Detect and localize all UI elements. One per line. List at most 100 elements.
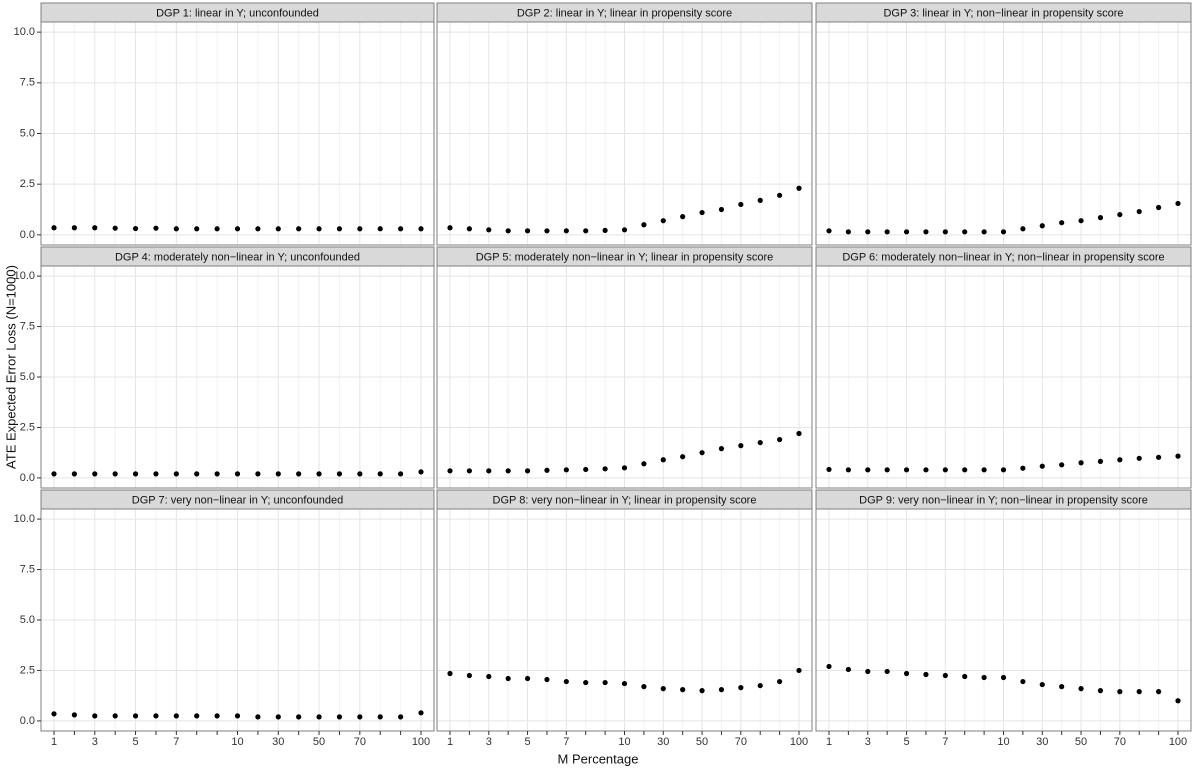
y-tick-label: 0.0 xyxy=(20,472,35,484)
x-tick-label: 1 xyxy=(51,736,57,748)
point xyxy=(923,671,929,678)
point xyxy=(923,229,929,235)
point xyxy=(153,713,159,719)
x-tick-label: 3 xyxy=(92,736,98,748)
x-axis-title: M Percentage xyxy=(558,751,639,766)
x-tick-label: 3 xyxy=(865,736,871,748)
point xyxy=(1020,226,1026,232)
point xyxy=(796,667,802,674)
point xyxy=(357,226,363,232)
point xyxy=(699,688,705,694)
point xyxy=(621,227,628,233)
point xyxy=(234,226,241,232)
point xyxy=(112,471,118,477)
point xyxy=(486,227,492,233)
point xyxy=(275,471,281,477)
point xyxy=(194,713,200,719)
point xyxy=(884,668,890,675)
point xyxy=(234,713,241,719)
point xyxy=(173,713,179,719)
point xyxy=(153,471,159,477)
strip-text: DGP 3: linear in Y; non−linear in propen… xyxy=(883,7,1123,19)
point xyxy=(1117,689,1123,695)
point xyxy=(942,672,948,679)
point xyxy=(1078,460,1084,466)
point xyxy=(377,471,383,477)
point xyxy=(981,229,987,235)
point xyxy=(777,436,783,443)
panel-border xyxy=(815,21,1192,246)
y-tick-label: 7.5 xyxy=(20,77,35,89)
point xyxy=(296,714,302,720)
point xyxy=(865,467,871,473)
point xyxy=(1078,218,1084,224)
point xyxy=(336,226,343,232)
point xyxy=(51,225,57,231)
strip-text: DGP 2: linear in Y; linear in propensity… xyxy=(517,7,732,19)
point xyxy=(621,465,628,471)
point xyxy=(357,714,363,720)
point xyxy=(1000,467,1007,473)
point xyxy=(845,467,851,473)
x-tick-label: 10 xyxy=(618,736,630,748)
point xyxy=(112,713,118,719)
point xyxy=(214,226,220,232)
point xyxy=(255,714,261,720)
point xyxy=(398,471,404,477)
point xyxy=(275,226,281,232)
point xyxy=(981,674,987,681)
point xyxy=(845,229,851,235)
y-tick-label: 2.5 xyxy=(20,421,35,433)
point xyxy=(602,679,608,686)
point xyxy=(757,197,763,203)
point xyxy=(1136,689,1142,695)
point xyxy=(865,229,871,235)
x-tick-label: 70 xyxy=(735,736,747,748)
point xyxy=(865,668,871,675)
point xyxy=(962,467,968,473)
x-tick-label: 5 xyxy=(903,736,909,748)
x-tick-label: 7 xyxy=(563,736,569,748)
point xyxy=(418,469,424,475)
point xyxy=(92,713,98,719)
y-tick-label: 5.0 xyxy=(20,614,35,626)
y-axis-title: ATE Expected Error Loss (N=1000) xyxy=(3,265,18,469)
y-tick-label: 0.0 xyxy=(20,715,35,727)
point xyxy=(1059,220,1065,226)
point xyxy=(418,710,424,716)
point xyxy=(796,430,802,437)
x-tick-label: 5 xyxy=(132,736,138,748)
panel-border xyxy=(815,265,1192,489)
point xyxy=(699,450,705,456)
x-tick-label: 10 xyxy=(997,736,1009,748)
point xyxy=(826,466,832,473)
point xyxy=(1059,462,1065,468)
point xyxy=(660,218,666,224)
point xyxy=(738,685,744,691)
point xyxy=(903,670,910,677)
point xyxy=(336,714,343,720)
point xyxy=(1097,688,1104,694)
point xyxy=(602,227,608,234)
point xyxy=(214,471,220,477)
point xyxy=(796,185,802,191)
y-tick-label: 2.5 xyxy=(20,178,35,190)
strip-text: DGP 4: moderately non−linear in Y; uncon… xyxy=(115,251,360,263)
x-tick-label: 50 xyxy=(313,736,325,748)
point xyxy=(524,675,531,682)
point xyxy=(153,225,159,231)
point xyxy=(1000,674,1007,681)
point xyxy=(962,229,968,235)
y-tick-label: 0.0 xyxy=(20,229,35,241)
point xyxy=(377,226,383,232)
point xyxy=(1039,463,1045,469)
point xyxy=(1000,229,1007,235)
point xyxy=(466,672,472,679)
strip-text: DGP 8: very non−linear in Y; linear in p… xyxy=(493,494,757,506)
point xyxy=(255,226,261,232)
panel-border xyxy=(436,21,813,246)
y-tick-label: 10.0 xyxy=(14,26,35,38)
point xyxy=(1156,454,1162,460)
point xyxy=(447,225,453,231)
